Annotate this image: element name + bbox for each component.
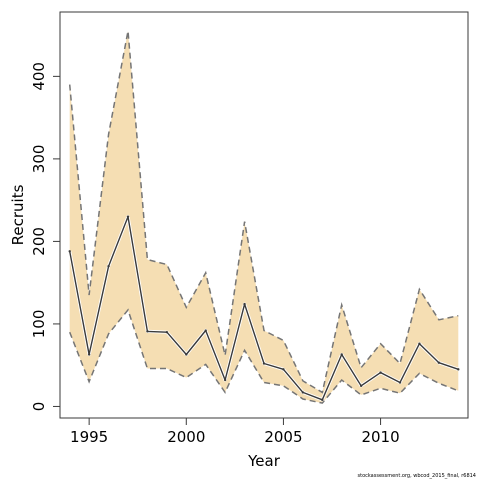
- data-point-1999: [165, 330, 169, 334]
- data-point-2005: [282, 368, 285, 371]
- data-point-1994: [68, 250, 71, 253]
- y-tick-label-400: 400: [30, 62, 48, 91]
- data-point-2009: [359, 384, 363, 388]
- y-axis-title: Recruits: [9, 184, 27, 245]
- data-point-2011: [398, 381, 402, 384]
- x-tick-label-2000: 2000: [167, 428, 205, 446]
- data-point-2012: [418, 342, 421, 345]
- data-point-2001: [204, 329, 207, 332]
- x-axis: 1995 2000 2005 2010: [70, 417, 400, 446]
- data-point-2013: [437, 361, 441, 364]
- data-point-1995: [87, 353, 91, 356]
- data-point-2008: [340, 353, 343, 356]
- data-point-2000: [185, 353, 188, 356]
- data-point-2002: [223, 378, 227, 382]
- data-point-2010: [379, 371, 382, 374]
- data-point-1998: [146, 330, 149, 333]
- data-point-1997: [126, 215, 130, 218]
- y-tick-label-100: 100: [30, 310, 48, 339]
- x-tick-label-2010: 2010: [361, 428, 399, 446]
- y-tick-label-0: 0: [30, 402, 48, 412]
- x-axis-title: Year: [247, 452, 281, 470]
- data-point-2004: [262, 362, 266, 365]
- footnote: stockassessment.org, wbcod_2015_final, r…: [358, 473, 477, 479]
- confidence-band: [69, 31, 459, 404]
- x-tick-label-1995: 1995: [70, 428, 108, 446]
- y-tick-label-300: 300: [30, 145, 48, 174]
- data-point-2003: [243, 302, 246, 306]
- data-point-2007: [321, 398, 324, 402]
- data-point-2014: [457, 368, 460, 371]
- confidence-lower-bound: [69, 308, 459, 404]
- confidence-upper-bound: [68, 30, 459, 394]
- y-tick-label-200: 200: [30, 227, 48, 256]
- y-axis: 0 100 200 300 400: [30, 62, 61, 412]
- data-point-2006: [301, 391, 305, 394]
- x-tick-label-2005: 2005: [264, 428, 302, 446]
- data-point-1996: [107, 264, 110, 268]
